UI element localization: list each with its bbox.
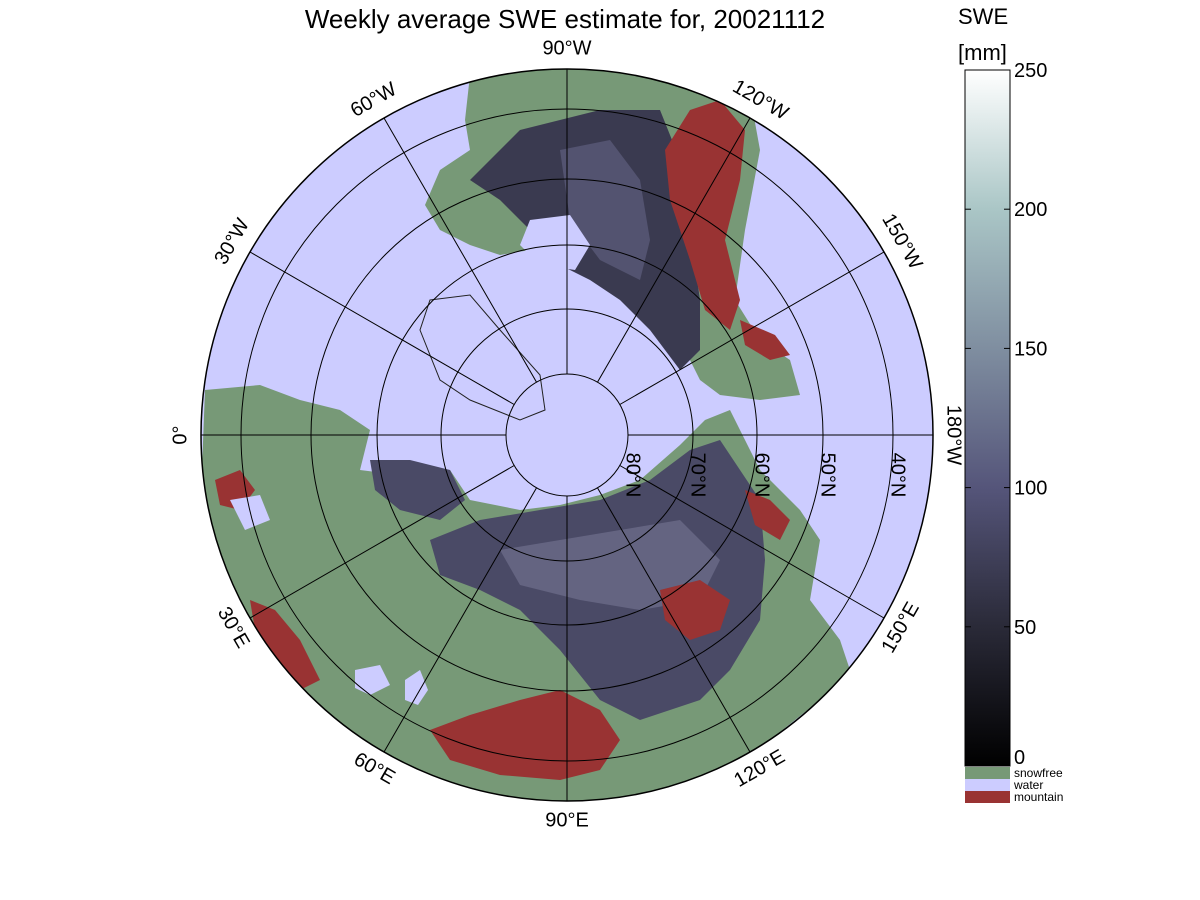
latitude-label: 70°N [687, 453, 709, 498]
latitude-labels: 80°N 70°N 60°N 50°N 40°N [622, 453, 909, 498]
latitude-label: 80°N [622, 453, 644, 498]
longitude-label: 90°E [545, 809, 589, 831]
europe-mountains [250, 600, 320, 690]
meridian-line [619, 251, 885, 405]
category-label-water: water [1013, 778, 1043, 792]
siberia-mountains [660, 580, 730, 640]
colorbar-label-line1: SWE [958, 4, 1009, 29]
alaska-mountains [740, 320, 790, 360]
category-swatch-mountain [965, 791, 1010, 803]
colorbar-tick-label: 0 [1014, 747, 1025, 769]
scandinavia-snow [370, 460, 465, 520]
rocky-mountains [665, 100, 745, 330]
meridian-line [383, 487, 537, 753]
hudson-bay [520, 215, 590, 270]
kamchatka-mountains [745, 490, 790, 540]
land-layer [201, 69, 850, 801]
greenland-landmass [419, 294, 546, 421]
meridian-line [597, 487, 751, 753]
colorbar-label-line2: [mm] [958, 40, 1007, 65]
meridian-line [383, 117, 537, 383]
category-swatch-snowfree [965, 767, 1010, 779]
longitude-label: 0° [169, 425, 191, 444]
category-label-snowfree: snowfree [1014, 766, 1063, 780]
meridians [201, 69, 933, 801]
colorbar-tick-label: 250 [1014, 60, 1047, 82]
black-sea [355, 665, 390, 695]
colorbar-tick-label: 100 [1014, 478, 1047, 500]
colorbar-tick-label: 50 [1014, 617, 1036, 639]
latitude-label: 40°N [887, 453, 909, 498]
latitude-label: 50°N [817, 453, 839, 498]
north-america-snow-deep [560, 140, 650, 280]
category-label-mountain: mountain [1014, 790, 1063, 804]
category-swatch-water [965, 779, 1010, 791]
colorbar-tick-label: 200 [1014, 199, 1047, 221]
map-frame [200, 68, 934, 802]
longitude-label: 90°W [542, 37, 591, 59]
eurasia-snow-deep [500, 520, 720, 610]
meridian-line [619, 465, 885, 619]
longitude-label: 180°W [943, 405, 965, 465]
colorbar-gradient [964, 69, 1011, 767]
meridian-line [249, 465, 515, 619]
tibet-mountains [430, 690, 620, 780]
latitude-label: 60°N [751, 453, 773, 498]
colorbar-tick-label: 150 [1014, 338, 1047, 360]
meridian-line [597, 117, 751, 383]
caspian-sea [405, 670, 428, 705]
colorbar-ticks: 0 50 100 150 200 250 [965, 60, 1047, 769]
meridian-line [249, 251, 515, 405]
map-title: Weekly average SWE estimate for, 2002111… [304, 4, 826, 34]
